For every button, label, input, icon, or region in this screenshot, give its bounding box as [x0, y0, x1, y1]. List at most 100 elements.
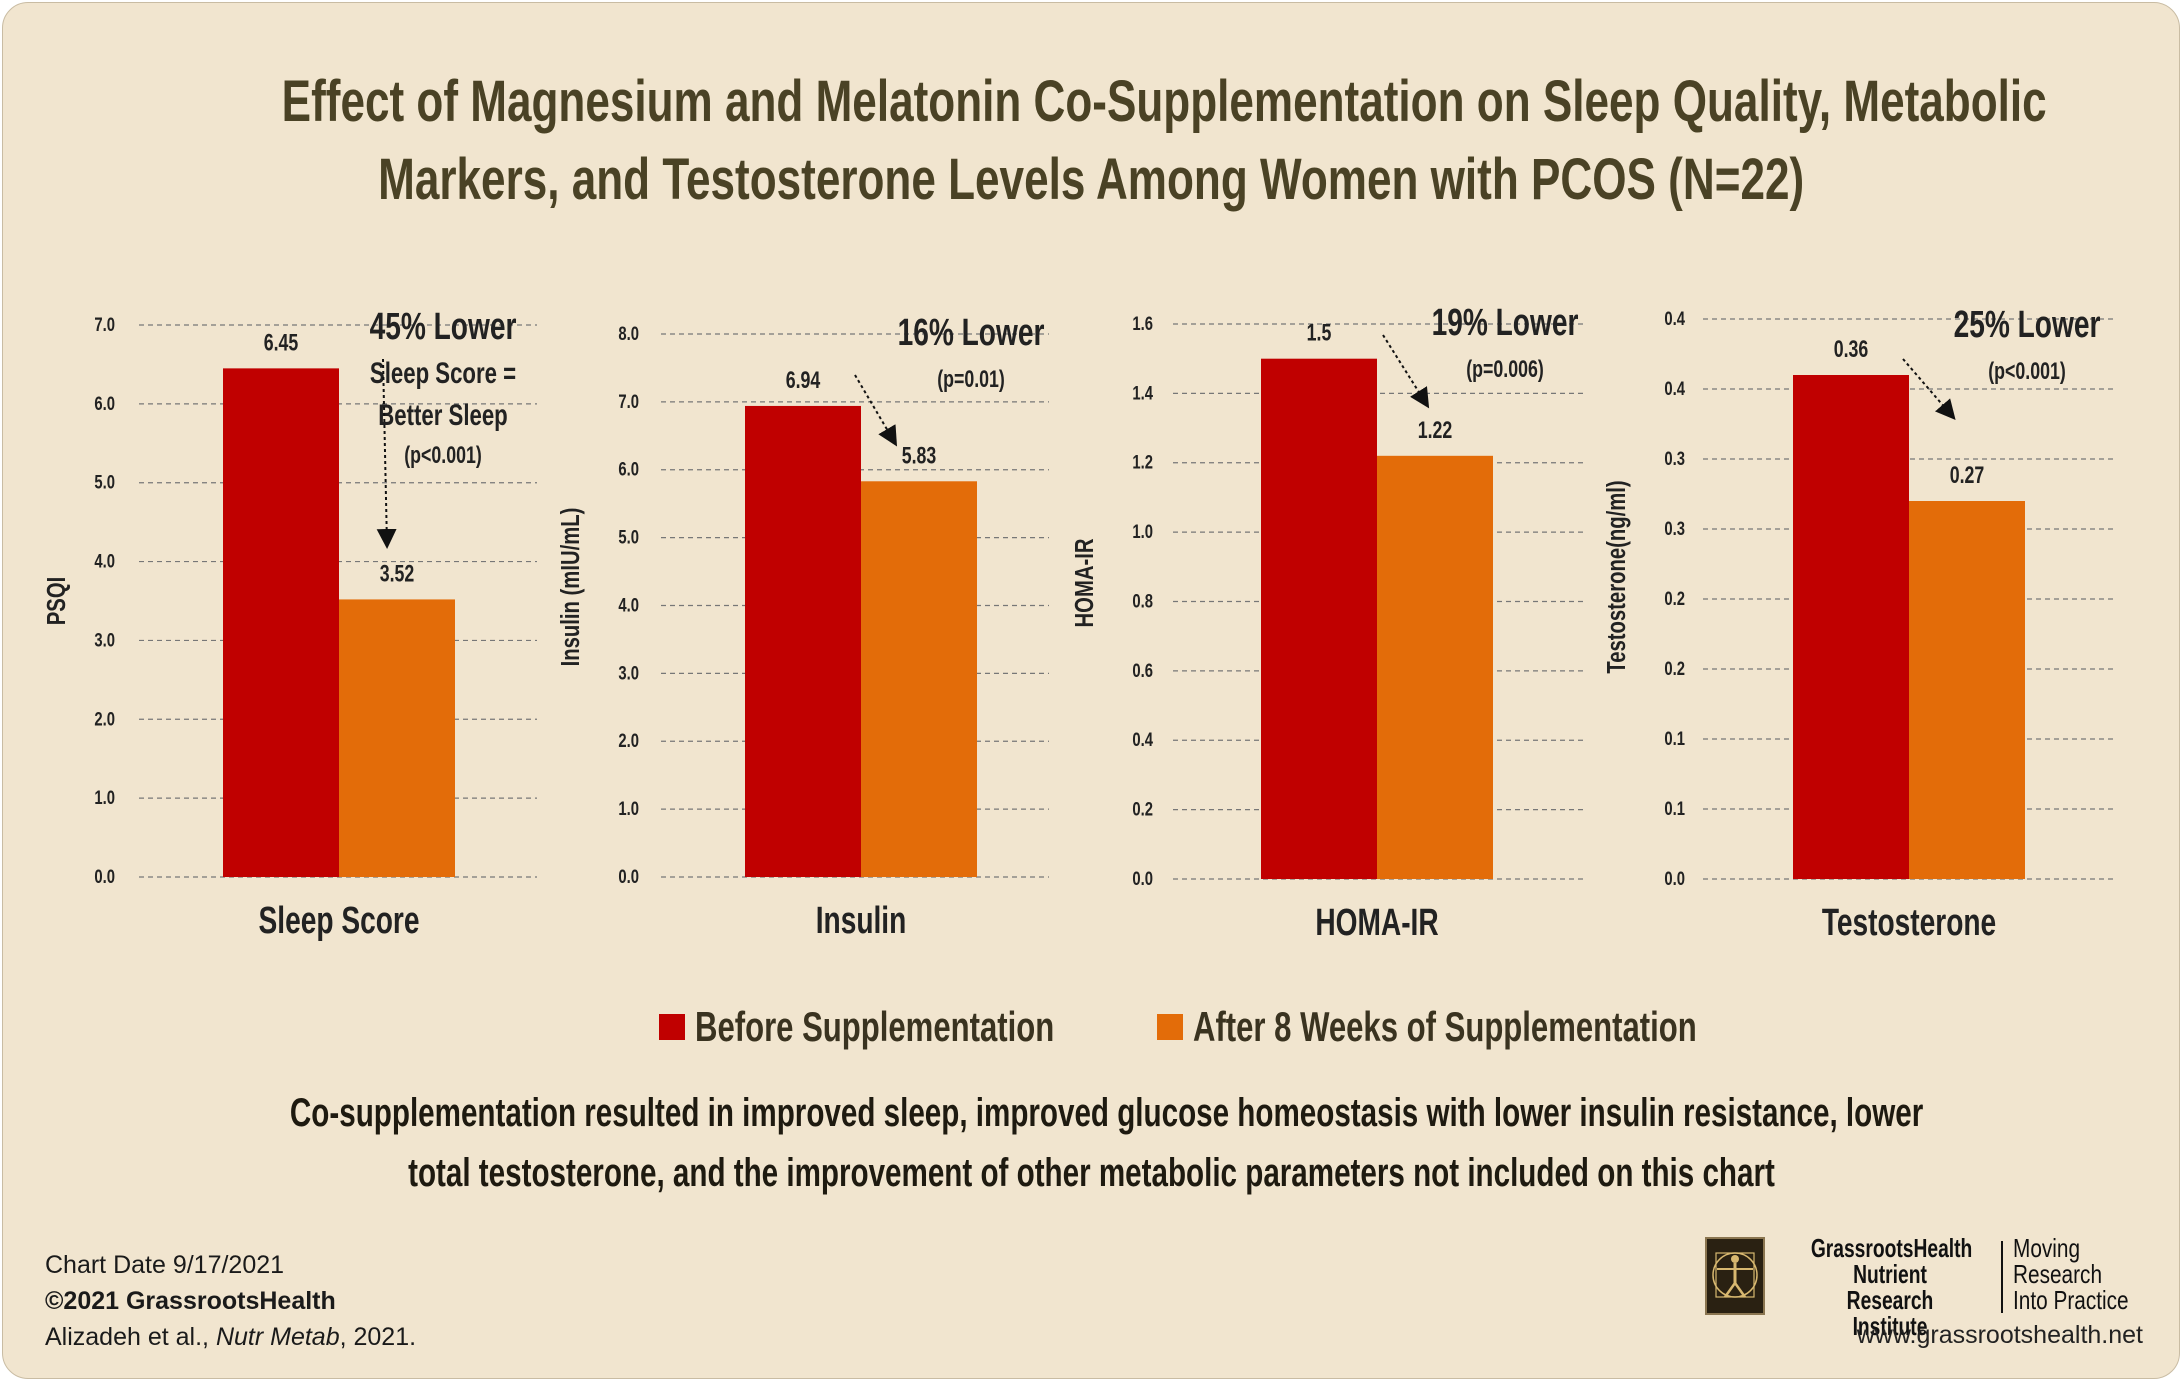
bar-after [1909, 501, 2025, 879]
y-tick-label: 0.6 [1132, 660, 1153, 681]
footer-info: Chart Date 9/17/2021 ©2021 GrassrootsHea… [45, 1247, 416, 1355]
chart-date: Chart Date 9/17/2021 [45, 1251, 285, 1279]
y-tick-label: 1.0 [618, 798, 639, 819]
legend-item-before: Before Supplementation [659, 1003, 1180, 1051]
note-line-2: total testosterone, and the improvement … [407, 1151, 1775, 1195]
note-line-1: Co-supplementation resulted in improved … [289, 1091, 1924, 1135]
bar-before [1793, 375, 1909, 879]
category-label: HOMA-IR [1315, 902, 1438, 944]
y-tick-label: 1.4 [1132, 383, 1153, 404]
data-label-after: 1.22 [1418, 417, 1453, 443]
bar-before [223, 368, 339, 877]
y-axis-label: Insulin (mIU/mL) [556, 508, 585, 667]
annotation-text: 19% Lower [1432, 302, 1579, 344]
annotation-text: 16% Lower [898, 312, 1045, 354]
y-tick-label: 0.0 [1132, 868, 1153, 889]
citation: Alizadeh et al., Nutr Metab, 2021. [45, 1319, 416, 1355]
logo-divider [2001, 1241, 2003, 1313]
legend-item-after: After 8 Weeks of Supplementation [1157, 1003, 1874, 1051]
tagline-line-2: Research [2013, 1259, 2103, 1289]
annotation-text: Sleep Score = [370, 356, 516, 390]
annotation-text: 25% Lower [1954, 304, 2101, 346]
y-tick-label: 0.3 [1664, 518, 1685, 539]
reduction-arrow [854, 374, 898, 447]
y-tick-label: 0.3 [1664, 448, 1685, 469]
y-tick-label: 0.8 [1132, 591, 1153, 612]
y-tick-label: 0.4 [1664, 378, 1685, 399]
citation-journal: Nutr Metab [215, 1323, 340, 1351]
y-tick-label: 5.0 [618, 527, 639, 548]
legend-label-before: Before Supplementation [695, 1003, 1055, 1050]
y-tick-label: 7.0 [618, 391, 639, 412]
tagline-line-1: Moving [2013, 1233, 2081, 1263]
y-tick-label: 0.0 [618, 866, 639, 887]
tagline: Moving Research Into Practice [2013, 1235, 2158, 1313]
reduction-arrow [1382, 334, 1430, 409]
chart-title: Effect of Magnesium and Melatonin Co-Sup… [3, 63, 2179, 219]
reduction-arrow [1902, 358, 1956, 421]
data-label-after: 0.27 [1950, 463, 1985, 489]
annotation-text: (p=0.006) [1466, 357, 1543, 383]
y-tick-label: 6.0 [618, 459, 639, 480]
annotation-text: (p<0.001) [1988, 359, 2065, 385]
data-label-after: 5.83 [902, 443, 937, 469]
y-tick-label: 8.0 [618, 323, 639, 344]
y-tick-label: 7.0 [94, 314, 115, 335]
y-tick-label: 0.2 [1664, 588, 1685, 609]
citation-authors: Alizadeh et al., [45, 1323, 216, 1351]
data-label-after: 3.52 [380, 561, 415, 587]
bar-before [1261, 358, 1377, 879]
data-label-before: 0.36 [1834, 337, 1869, 363]
annotation-text: (p<0.001) [404, 443, 481, 469]
y-tick-label: 0.1 [1664, 798, 1685, 819]
y-tick-label: 6.0 [94, 393, 115, 414]
bar-before [745, 405, 861, 877]
vitruvian-logo-icon [1705, 1237, 1765, 1315]
y-tick-label: 1.0 [1132, 521, 1153, 542]
org-line-2: Nutrient [1853, 1259, 1927, 1289]
y-tick-label: 4.0 [618, 595, 639, 616]
conclusion-note: Co-supplementation resulted in improved … [3, 1083, 2179, 1203]
website-link[interactable]: www.grassrootshealth.net [1856, 1321, 2143, 1349]
bar-charts: 0.0 1.0 2.0 3.0 4.0 5.0 6.0 7.0 PSQI 6.45 3.52 Slee… [42, 302, 2113, 944]
y-tick-label: 0.2 [1664, 658, 1685, 679]
copyright: ©2021 GrassrootsHealth [45, 1287, 336, 1315]
bar-after [1377, 455, 1493, 879]
data-label-before: 6.94 [786, 367, 821, 393]
y-tick-label: 1.0 [94, 787, 115, 808]
y-tick-label: 0.4 [1132, 730, 1153, 751]
category-label: Testosterone [1822, 902, 1996, 944]
y-tick-label: 0.0 [94, 866, 115, 887]
y-tick-label: 2.0 [94, 709, 115, 730]
annotation-text: 45% Lower [370, 306, 517, 348]
y-tick-label: 0.4 [1664, 308, 1685, 329]
y-axis-label: Testosterone(ng/ml) [1602, 480, 1631, 673]
annotation-text: Better Sleep [378, 398, 507, 432]
bar-after [861, 481, 977, 877]
category-label: Sleep Score [259, 900, 420, 942]
data-label-before: 6.45 [264, 330, 299, 356]
title-line-1: Effect of Magnesium and Melatonin Co-Sup… [281, 69, 2047, 134]
y-tick-label: 1.6 [1132, 313, 1153, 334]
y-tick-label: 0.0 [1664, 868, 1685, 889]
tagline-line-3: Into Practice [2013, 1285, 2129, 1315]
y-tick-label: 1.2 [1132, 452, 1153, 473]
y-tick-label: 0.2 [1132, 799, 1153, 820]
legend: Before Supplementation After 8 Weeks of … [3, 1003, 2179, 1063]
bar-after [339, 599, 455, 877]
y-tick-label: 5.0 [94, 472, 115, 493]
reduction-arrow [376, 358, 397, 549]
legend-swatch-after [1157, 1014, 1183, 1040]
title-line-2: Markers, and Testosterone Levels Among W… [378, 147, 1804, 212]
category-label: Insulin [816, 900, 907, 942]
legend-label-after: After 8 Weeks of Supplementation [1193, 1003, 1697, 1050]
y-tick-label: 3.0 [94, 630, 115, 651]
y-tick-label: 0.1 [1664, 728, 1685, 749]
legend-swatch-before [659, 1014, 685, 1040]
annotation-text: (p=0.01) [937, 367, 1005, 393]
y-tick-label: 3.0 [618, 663, 639, 684]
org-name: GrassrootsHealth Nutrient Research Insti… [1783, 1235, 1997, 1339]
y-tick-label: 4.0 [94, 551, 115, 572]
data-label-before: 1.5 [1307, 320, 1332, 346]
